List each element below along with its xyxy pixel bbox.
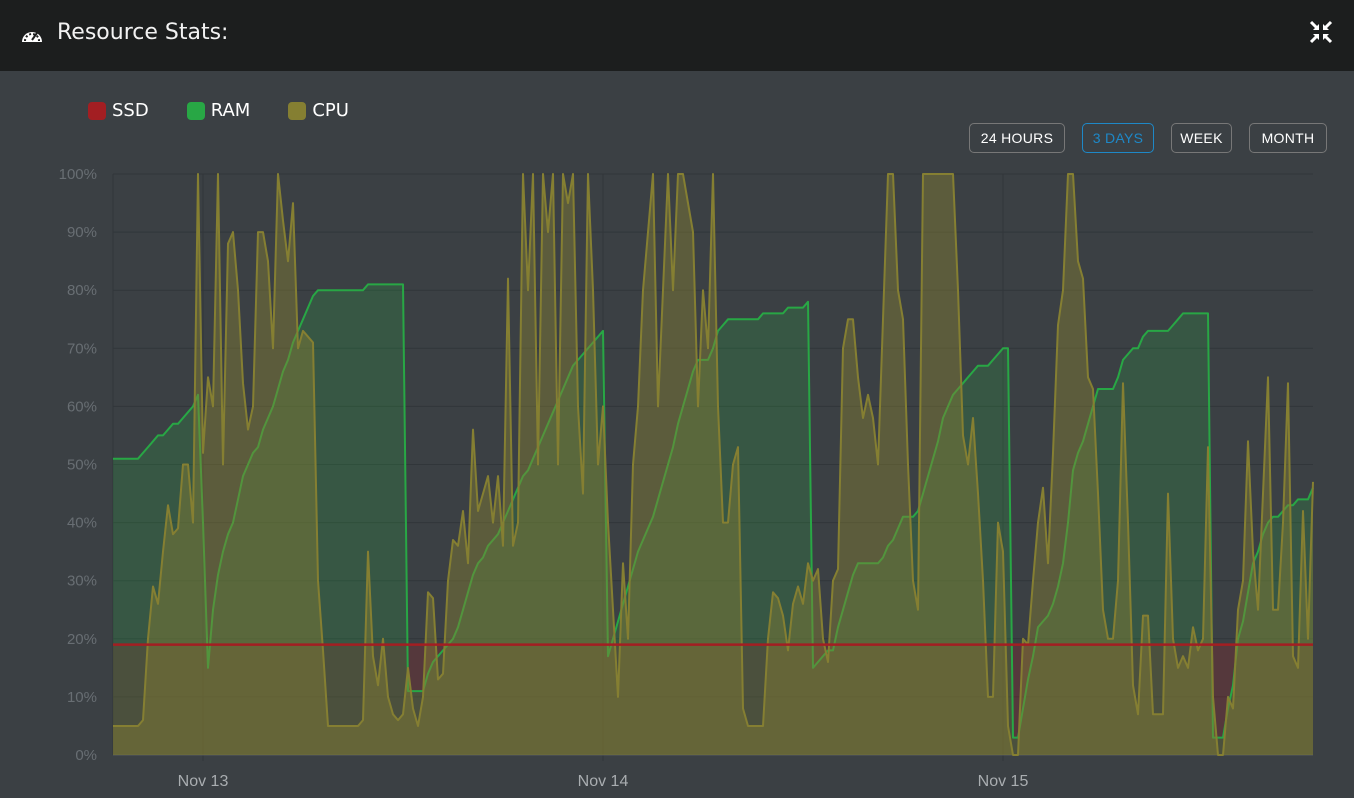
y-tick-label: 90% [67,224,97,241]
y-tick-label: 30% [67,573,97,590]
panel-header: Resource Stats: [0,0,1354,71]
range-24-hours-button[interactable]: 24 HOURS [969,123,1065,153]
range-3-days-button[interactable]: 3 DAYS [1082,123,1154,153]
legend-label: CPU [312,100,349,121]
y-tick-label: 60% [67,398,97,415]
legend-label: RAM [210,100,251,121]
cpu-series-area [113,174,1313,755]
range-week-button[interactable]: WEEK [1171,123,1232,153]
ram-series-area [113,284,1313,755]
ram-series-line [113,283,1314,739]
gauge-icon [22,32,42,42]
compress-icon[interactable] [1309,20,1333,44]
y-tick-label: 40% [67,515,97,532]
y-tick-label: 70% [67,340,97,357]
chart-legend: SSD RAM CPU [88,100,387,121]
legend-label: SSD [112,100,149,121]
x-tick-label: Nov 14 [578,773,629,790]
y-tick-label: 80% [67,282,97,299]
legend-swatch [288,101,307,120]
y-tick-label: 10% [67,689,97,706]
y-tick-label: 20% [67,631,97,648]
y-tick-label: 0% [75,747,97,764]
x-tick-label: Nov 13 [178,773,229,790]
range-month-button[interactable]: MONTH [1249,123,1327,153]
legend-item-cpu[interactable]: CPU [288,100,349,121]
y-tick-label: 50% [67,457,97,474]
x-tick-label: Nov 15 [978,773,1029,790]
cpu-series-line [113,173,1314,756]
panel-title: Resource Stats: [57,20,229,45]
legend-swatch [186,101,205,120]
legend-item-ssd[interactable]: SSD [88,100,149,121]
y-tick-label: 100% [59,166,97,183]
ssd-area [113,644,1313,755]
legend-swatch [88,101,106,120]
legend-item-ram[interactable]: RAM [186,100,251,121]
